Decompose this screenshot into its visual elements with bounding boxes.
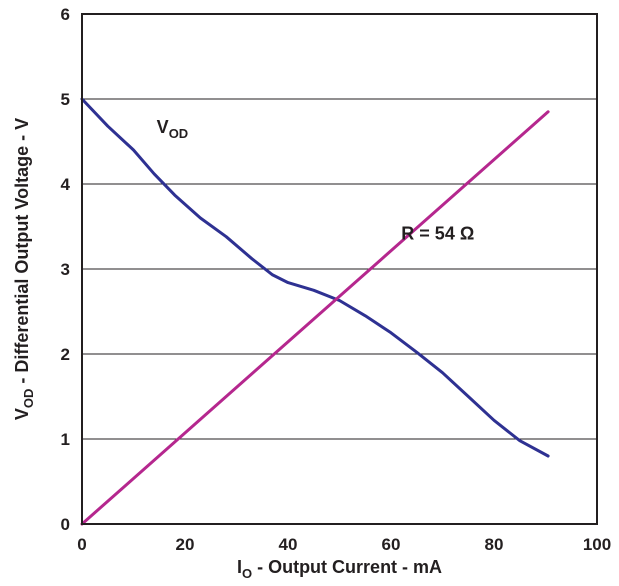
x-tick-label: 20 bbox=[176, 535, 195, 554]
grid-lines bbox=[82, 98, 597, 440]
y-tick-label: 4 bbox=[61, 175, 71, 194]
y-axis-label: VOD - Differential Output Voltage - V bbox=[12, 118, 36, 420]
annotation-r54: R = 54 Ω bbox=[401, 223, 474, 243]
series-line-1 bbox=[80, 97, 550, 458]
series-line-2 bbox=[80, 110, 550, 526]
x-axis-label: IO - Output Current - mA bbox=[237, 557, 442, 581]
y-tick-label: 3 bbox=[61, 260, 70, 279]
x-tick-label: 60 bbox=[382, 535, 401, 554]
y-tick-label: 2 bbox=[61, 345, 70, 364]
annotations: VOD R = 54 Ω bbox=[157, 117, 475, 243]
y-tick-label: 6 bbox=[61, 5, 70, 24]
x-tick-label: 40 bbox=[279, 535, 298, 554]
y-tick-label: 0 bbox=[61, 515, 70, 534]
y-tick-label: 5 bbox=[61, 90, 70, 109]
x-tick-label: 80 bbox=[485, 535, 504, 554]
y-tick-label: 1 bbox=[61, 430, 70, 449]
annotation-vod: VOD bbox=[157, 117, 189, 141]
x-tick-label: 100 bbox=[583, 535, 611, 554]
plot-frame bbox=[81, 13, 598, 525]
x-tick-label: 0 bbox=[77, 535, 86, 554]
series-lines bbox=[80, 97, 550, 526]
